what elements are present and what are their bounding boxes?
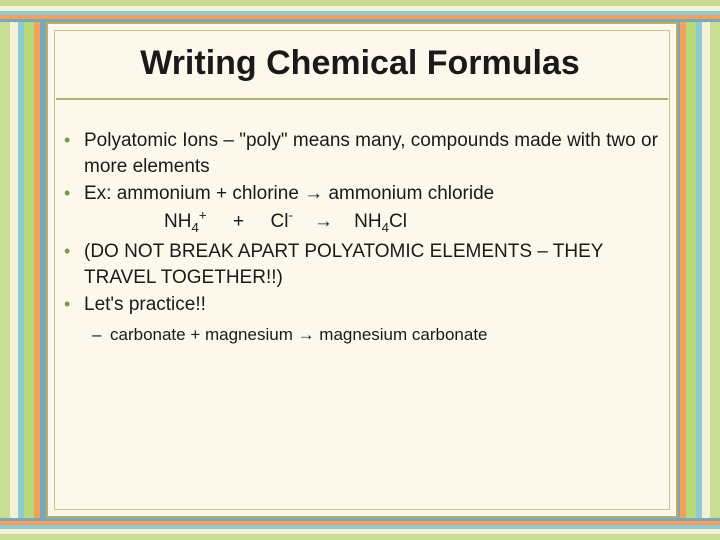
bullet-item: • Let's practice!! <box>64 292 662 318</box>
formula-part: + <box>212 211 265 232</box>
formula-part: NH <box>354 211 381 232</box>
formula-part: Cl <box>389 211 407 232</box>
sub-bullet-marker: – <box>92 324 110 347</box>
frame-stripe <box>0 529 720 534</box>
frame-stripe <box>0 525 720 529</box>
formula-part: Cl <box>271 211 289 232</box>
subscript: 4 <box>191 220 198 235</box>
sub-bullet-text: carbonate + magnesium → magnesium carbon… <box>110 324 488 347</box>
frame-stripe <box>0 518 720 521</box>
bullet-text: (DO NOT BREAK APART POLYATOMIC ELEMENTS … <box>84 239 662 290</box>
bullet-marker: • <box>64 292 84 318</box>
title-underline <box>56 98 668 100</box>
bullet-text: Let's practice!! <box>84 292 662 318</box>
arrow-icon: → <box>298 211 349 232</box>
bullet-marker: • <box>64 239 84 290</box>
frame-stripe <box>0 534 720 540</box>
superscript: + <box>199 208 207 223</box>
bullet-text: Ex: ammonium + chlorine → ammonium chlor… <box>84 181 662 237</box>
subscript: 4 <box>382 220 389 235</box>
bullet-list: • Polyatomic Ions – "poly" means many, c… <box>64 128 662 347</box>
bullet-marker: • <box>64 128 84 179</box>
bullet-item: • Polyatomic Ions – "poly" means many, c… <box>64 128 662 179</box>
chemical-formula: NH4+ + Cl- → NH4Cl <box>164 211 407 232</box>
bullet-item: • (DO NOT BREAK APART POLYATOMIC ELEMENT… <box>64 239 662 290</box>
formula-part: NH <box>164 211 191 232</box>
bullet-text: Polyatomic Ions – "poly" means many, com… <box>84 128 662 179</box>
frame-stripe <box>0 521 720 525</box>
example-text: Ex: ammonium + chlorine → ammonium chlor… <box>84 183 494 204</box>
bullet-item: • Ex: ammonium + chlorine → ammonium chl… <box>64 181 662 237</box>
slide-title: Writing Chemical Formulas <box>0 44 720 83</box>
bullet-marker: • <box>64 181 84 237</box>
sub-bullet-item: – carbonate + magnesium → magnesium carb… <box>92 324 662 347</box>
superscript: - <box>288 208 292 223</box>
slide-frame: Writing Chemical Formulas • Polyatomic I… <box>0 0 720 540</box>
